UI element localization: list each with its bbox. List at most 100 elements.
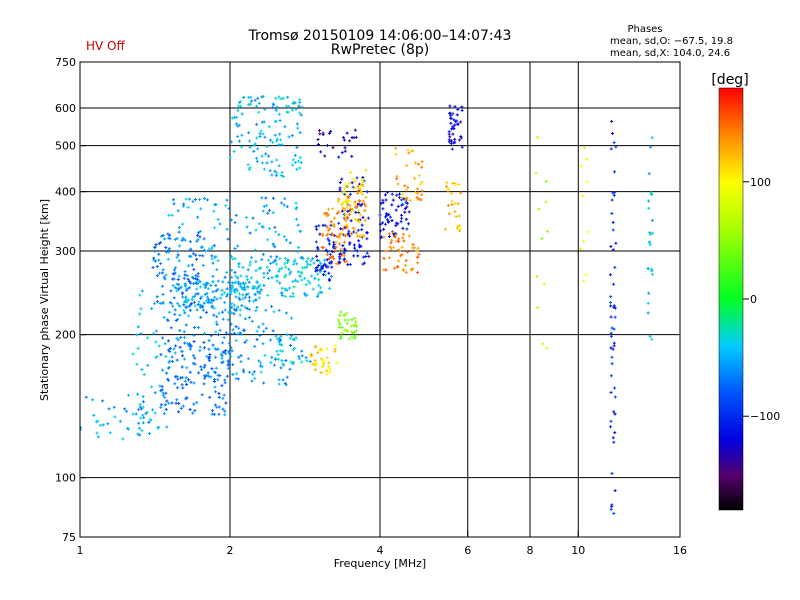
data-point (277, 164, 281, 168)
data-point (108, 431, 112, 435)
data-point (185, 274, 189, 278)
data-point (399, 220, 403, 224)
data-point (177, 230, 181, 234)
data-point (330, 265, 334, 269)
data-point (181, 386, 185, 390)
data-point (650, 337, 654, 341)
data-point (443, 227, 447, 231)
data-point (198, 253, 202, 257)
data-point (213, 377, 217, 381)
data-point (354, 231, 358, 235)
data-point (343, 318, 347, 322)
data-point (191, 361, 195, 365)
data-point (221, 317, 225, 321)
data-point (253, 98, 257, 102)
data-point (418, 182, 422, 186)
data-point (610, 472, 614, 476)
data-point (227, 341, 231, 345)
data-point (168, 237, 172, 241)
data-point (98, 423, 102, 427)
data-point (291, 280, 295, 284)
data-point (240, 332, 244, 336)
data-point (612, 305, 616, 309)
data-point (225, 374, 229, 378)
data-point (148, 417, 152, 421)
data-point (315, 227, 319, 231)
data-point (226, 318, 230, 322)
data-point (192, 267, 196, 271)
data-point (157, 258, 161, 262)
data-point (141, 395, 145, 399)
data-point (348, 192, 352, 196)
data-point (445, 181, 449, 185)
data-point (384, 222, 388, 226)
data-point (252, 299, 256, 303)
data-point (613, 412, 617, 416)
data-point (392, 245, 396, 249)
data-point (243, 295, 247, 299)
data-point (322, 362, 326, 366)
data-point (197, 300, 201, 304)
data-point (106, 422, 110, 426)
data-point (646, 267, 650, 271)
data-point (329, 274, 333, 278)
data-point (612, 341, 616, 345)
data-point (241, 297, 245, 301)
data-point (234, 274, 238, 278)
data-point (347, 337, 351, 341)
data-point (364, 168, 368, 172)
phases-o-stats: mean, sd,O: −67.5, 19.8 (610, 36, 733, 47)
data-point (150, 307, 154, 311)
data-point (234, 295, 238, 299)
data-point (459, 135, 463, 139)
data-point (161, 233, 165, 237)
data-point (416, 261, 420, 265)
data-point (318, 128, 322, 132)
data-point (279, 173, 283, 177)
data-point (283, 294, 287, 298)
data-point (121, 437, 125, 441)
data-point (241, 293, 245, 297)
data-point (156, 300, 160, 304)
data-point (277, 378, 281, 382)
data-point (338, 261, 342, 265)
data-point (213, 203, 217, 207)
data-point (189, 344, 193, 348)
data-point (343, 215, 347, 219)
data-point (248, 102, 252, 106)
data-point (199, 296, 203, 300)
data-point (452, 118, 456, 122)
data-point (212, 370, 216, 374)
data-point (314, 240, 318, 244)
data-point (215, 297, 219, 301)
data-point (192, 334, 196, 338)
data-point (175, 255, 179, 259)
data-point (246, 268, 250, 272)
data-point (157, 252, 161, 256)
data-point (254, 298, 258, 302)
data-point (230, 275, 234, 279)
data-point (167, 310, 171, 314)
data-point (320, 357, 324, 361)
data-point (340, 201, 344, 205)
data-point (348, 199, 352, 203)
data-point (613, 489, 617, 493)
data-point (251, 372, 255, 376)
data-point (176, 209, 180, 213)
data-point (165, 399, 169, 403)
data-point (170, 360, 174, 364)
data-point (282, 203, 286, 207)
data-point (297, 246, 301, 250)
data-point (161, 336, 165, 340)
data-point (384, 249, 388, 253)
data-point (256, 290, 260, 294)
data-point (342, 251, 346, 255)
data-point (155, 265, 159, 269)
data-point (300, 360, 304, 364)
data-point (341, 206, 345, 210)
data-point (584, 273, 588, 277)
data-point (285, 375, 289, 379)
data-point (165, 425, 169, 429)
data-point (230, 116, 234, 120)
data-point (294, 160, 298, 164)
